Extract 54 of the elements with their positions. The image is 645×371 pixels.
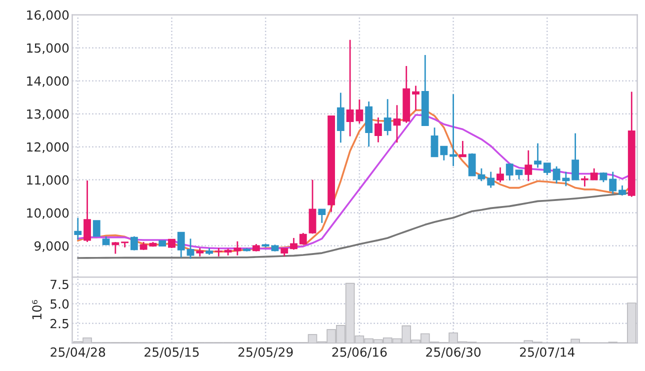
candlestick	[487, 171, 495, 188]
candlestick	[393, 104, 401, 144]
x-tick-label: 25/06/30	[426, 347, 481, 358]
candlestick	[496, 166, 504, 184]
candlestick	[308, 179, 316, 234]
candlestick	[130, 236, 138, 252]
candlestick	[590, 168, 598, 180]
candlestick	[112, 241, 120, 254]
y-tick-label: 11,000	[27, 175, 69, 186]
candlestick	[74, 217, 82, 240]
candlestick	[458, 140, 466, 158]
candlestick	[84, 180, 91, 243]
y-tick-label: 15,000	[27, 43, 69, 54]
y-tick-label: 2.5	[50, 318, 68, 328]
candlestick	[506, 163, 514, 182]
candlestick	[618, 184, 626, 196]
candlestick	[515, 169, 523, 180]
x-tick-label: 25/05/15	[144, 347, 199, 358]
candlestick	[534, 142, 542, 168]
candlestick	[92, 220, 100, 237]
candlestick	[121, 241, 129, 248]
candlestick	[186, 238, 194, 260]
candlestick	[609, 171, 617, 195]
y-tick-label: 14,000	[27, 76, 69, 88]
candlestick	[384, 98, 392, 136]
x-tick-label: 25/07/14	[520, 347, 575, 358]
candlestick	[562, 171, 570, 187]
candlestick	[412, 85, 420, 111]
candlestick	[440, 146, 448, 162]
y-tick-label: 5.0	[50, 299, 69, 309]
candlestick	[336, 92, 344, 144]
candlestick	[450, 93, 458, 167]
candlestick	[430, 126, 438, 158]
candlestick	[552, 166, 560, 184]
candlestick	[318, 208, 326, 224]
y-tick-label: 13,000	[27, 109, 69, 120]
candlestick	[572, 132, 580, 180]
y-tick-label: 7.5	[50, 280, 68, 290]
candlestick	[290, 237, 298, 250]
x-tick-label: 25/05/29	[238, 347, 293, 358]
candlestick	[177, 232, 185, 258]
y-axis-title: 10⁶	[32, 300, 42, 320]
x-tick-label: 25/06/16	[332, 347, 387, 358]
y-tick-label: 9,000	[34, 241, 69, 252]
candlestick	[524, 150, 532, 182]
y-tick-label: 12,000	[27, 142, 69, 154]
y-tick-label: 16,000	[27, 10, 69, 22]
x-tick-label: 25/04/28	[50, 347, 106, 358]
candlestick	[214, 247, 222, 258]
candlestick	[234, 240, 242, 256]
candlestick	[468, 152, 476, 176]
candlestick	[374, 116, 382, 143]
candlestick	[543, 162, 551, 176]
y-tick-label: 10,000	[27, 208, 69, 219]
